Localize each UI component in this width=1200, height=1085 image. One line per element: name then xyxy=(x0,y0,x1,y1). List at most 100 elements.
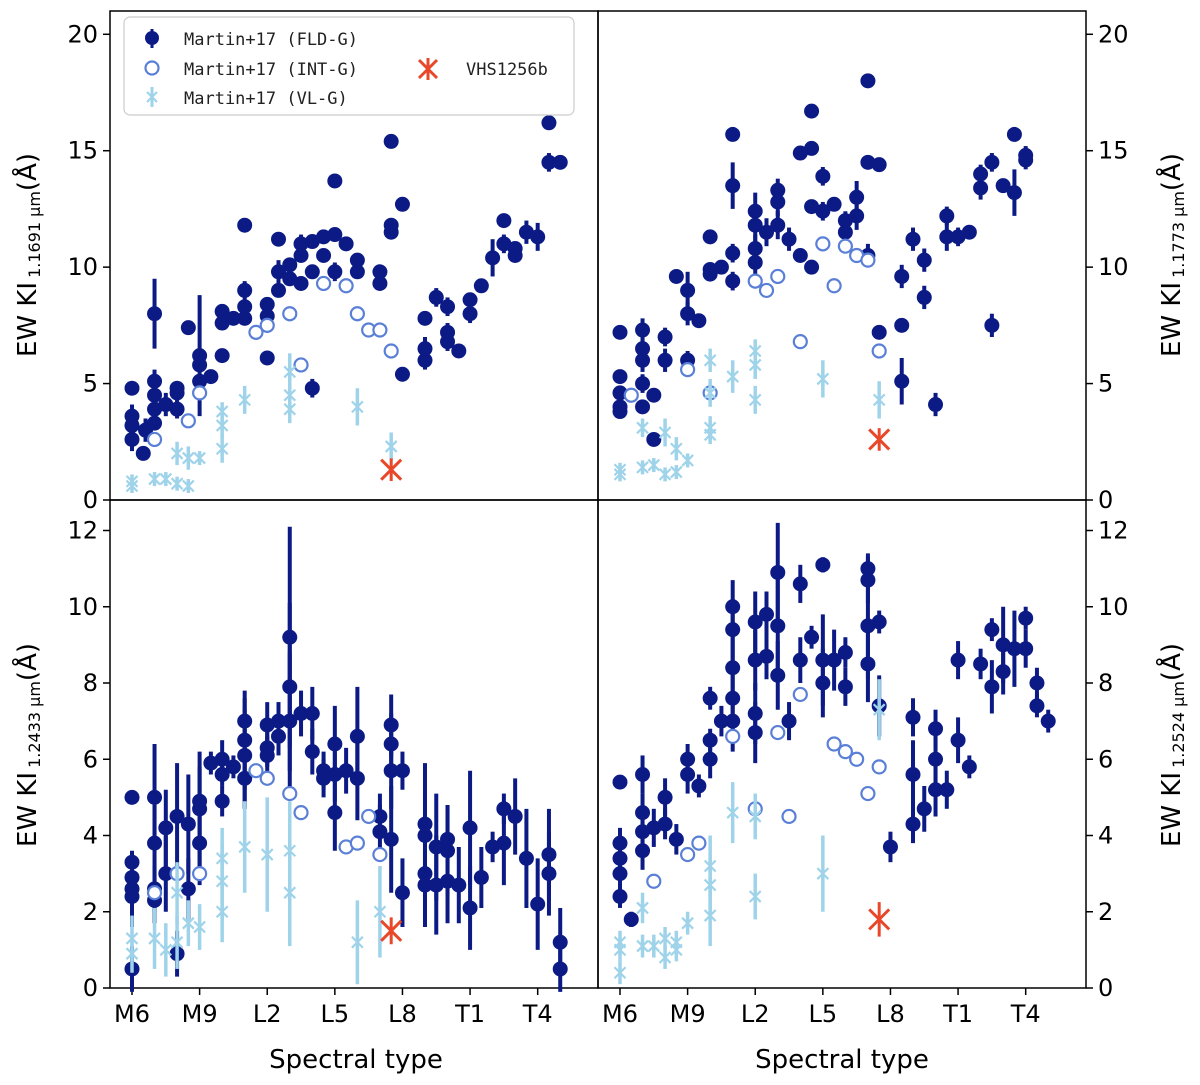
fld-point xyxy=(440,332,456,351)
marker xyxy=(747,652,763,668)
marker xyxy=(939,208,955,224)
fld-point xyxy=(485,239,501,277)
marker xyxy=(496,835,512,851)
marker xyxy=(826,278,842,294)
marker xyxy=(203,369,219,385)
y-tick-label: 12 xyxy=(67,517,98,545)
marker xyxy=(860,785,876,802)
int-point xyxy=(372,322,388,338)
fld-point xyxy=(871,157,887,173)
marker xyxy=(248,763,264,779)
marker xyxy=(270,231,286,247)
marker xyxy=(372,264,388,280)
marker xyxy=(612,385,628,401)
fld-point xyxy=(316,248,332,263)
fld-point xyxy=(507,778,523,855)
marker xyxy=(928,751,944,767)
marker xyxy=(826,196,842,212)
marker xyxy=(428,289,444,305)
fld-point xyxy=(860,625,876,703)
marker xyxy=(304,744,320,760)
x-tick-label: L8 xyxy=(388,1000,417,1028)
vl-point xyxy=(283,839,297,947)
marker xyxy=(507,808,523,824)
marker xyxy=(552,961,568,977)
marker xyxy=(804,103,820,119)
fld-point xyxy=(147,399,163,419)
marker xyxy=(327,227,343,243)
int-point xyxy=(691,835,707,851)
fld-point xyxy=(462,866,478,950)
fld-point xyxy=(905,740,921,809)
y-tick-label: 8 xyxy=(1098,669,1113,697)
vl-point xyxy=(816,360,830,398)
marker xyxy=(1040,713,1056,729)
vl-point xyxy=(703,835,717,897)
marker xyxy=(871,759,887,775)
marker xyxy=(462,820,478,836)
marker xyxy=(203,755,219,771)
marker xyxy=(860,73,876,89)
marker xyxy=(647,939,661,953)
fld-point xyxy=(417,843,433,927)
marker xyxy=(383,831,399,847)
fld-point xyxy=(349,736,365,821)
marker xyxy=(394,196,410,212)
marker xyxy=(372,824,388,840)
fld-point xyxy=(349,264,365,280)
marker xyxy=(658,468,672,481)
marker xyxy=(635,322,651,338)
int-point xyxy=(192,385,208,401)
marker xyxy=(748,393,762,407)
fld-point xyxy=(530,858,546,950)
int-point xyxy=(758,282,775,299)
vl-point xyxy=(182,900,195,947)
vl-point xyxy=(613,961,627,985)
marker xyxy=(214,751,230,767)
legend-label-target: VHS1256b xyxy=(466,60,548,80)
marker xyxy=(646,820,662,836)
fld-point xyxy=(327,173,343,189)
marker xyxy=(417,352,433,368)
x-tick-label: T4 xyxy=(522,1000,553,1028)
marker xyxy=(338,236,354,252)
fld-point xyxy=(451,343,467,359)
fld-point xyxy=(338,747,354,794)
vl-point xyxy=(681,453,694,468)
marker xyxy=(496,213,512,229)
fld-point xyxy=(1006,126,1022,142)
marker xyxy=(894,373,910,389)
fld-point xyxy=(192,357,208,373)
fld-point xyxy=(496,793,512,825)
marker xyxy=(383,133,399,149)
int-point xyxy=(248,763,264,779)
fld-point xyxy=(837,637,853,668)
fld-point xyxy=(961,224,977,240)
fld-point xyxy=(961,755,977,779)
marker xyxy=(916,252,932,268)
marker xyxy=(394,763,410,779)
fld-point xyxy=(995,648,1011,695)
marker xyxy=(214,793,230,809)
fld-point xyxy=(804,259,820,275)
marker xyxy=(691,313,707,329)
fld-point xyxy=(225,755,241,779)
fld-point xyxy=(939,206,955,226)
marker xyxy=(315,275,332,292)
marker xyxy=(192,866,208,882)
marker xyxy=(451,877,467,893)
vl-point xyxy=(215,402,229,421)
marker xyxy=(462,900,478,916)
vl-point xyxy=(748,339,762,363)
fld-point xyxy=(259,736,275,775)
fld-point xyxy=(1029,667,1045,699)
x-tick-label: M9 xyxy=(182,1000,218,1028)
fld-point xyxy=(383,224,399,240)
vl-point xyxy=(872,381,886,419)
int-point xyxy=(725,728,741,744)
marker xyxy=(646,431,662,447)
marker xyxy=(781,808,797,825)
fld-point xyxy=(259,350,275,366)
marker xyxy=(327,736,343,752)
marker xyxy=(680,282,696,298)
